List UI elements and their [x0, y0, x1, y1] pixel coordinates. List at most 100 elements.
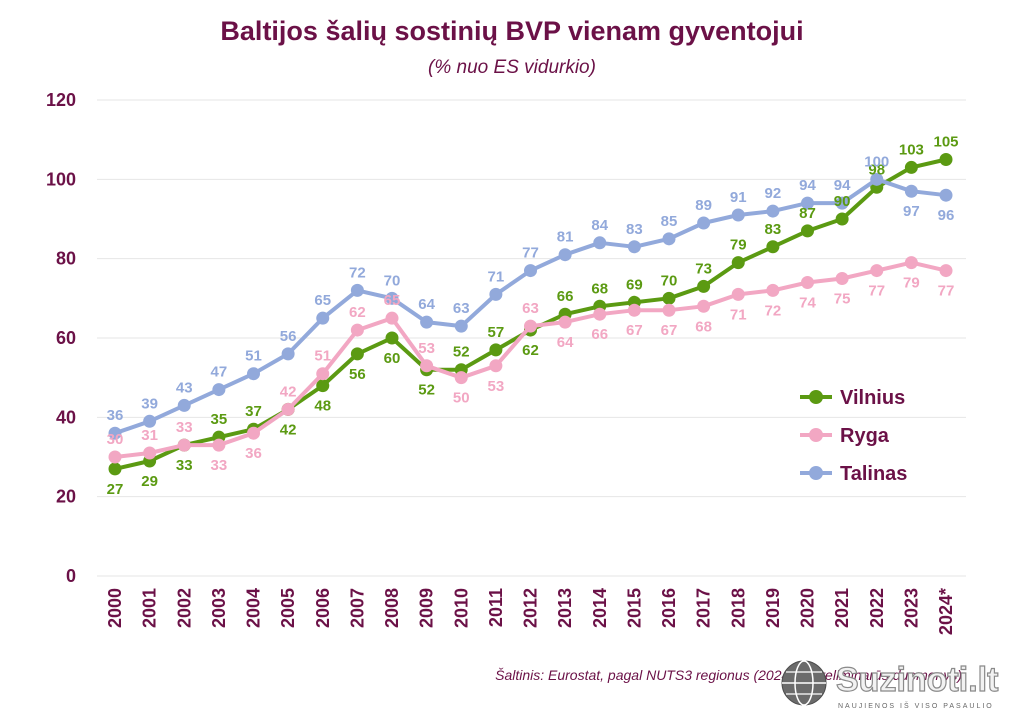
x-tick-label: 2010 [451, 588, 471, 628]
x-tick-label: 2011 [486, 588, 506, 627]
data-label-talinas: 70 [384, 272, 401, 289]
x-tick-label: 2024* [936, 588, 956, 635]
data-point-talinas [454, 319, 468, 333]
data-point-talinas [177, 398, 191, 412]
data-point-ryga [593, 307, 607, 321]
data-label-ryga: 36 [245, 445, 262, 462]
y-tick-label: 20 [56, 487, 76, 507]
legend-label-ryga: Ryga [840, 425, 890, 447]
data-label-talinas: 81 [557, 229, 574, 246]
data-label-talinas: 39 [141, 395, 158, 412]
data-label-ryga: 77 [868, 283, 885, 300]
data-point-vilnius [316, 379, 330, 393]
x-tick-label: 2021 [832, 588, 852, 628]
x-tick-label: 2013 [555, 588, 575, 628]
data-label-ryga: 53 [488, 378, 505, 395]
data-label-talinas: 51 [245, 348, 262, 365]
data-label-talinas: 94 [834, 177, 851, 194]
data-label-vilnius: 79 [730, 237, 747, 254]
data-label-ryga: 62 [349, 304, 366, 321]
data-label-vilnius: 68 [591, 280, 608, 297]
data-point-ryga [835, 272, 849, 285]
data-point-vilnius [385, 331, 399, 345]
data-label-vilnius: 56 [349, 366, 366, 383]
data-label-talinas: 100 [864, 153, 889, 170]
data-point-talinas [939, 188, 953, 202]
data-point-talinas [627, 240, 641, 254]
x-tick-label: 2009 [417, 588, 437, 628]
data-point-vilnius [766, 240, 780, 254]
x-tick-label: 2002 [174, 588, 194, 628]
x-tick-label: 2001 [140, 588, 160, 628]
data-label-ryga: 67 [626, 322, 643, 339]
data-point-talinas [385, 291, 399, 305]
data-point-talinas [731, 208, 745, 222]
data-point-talinas [108, 426, 122, 440]
data-point-ryga [489, 359, 503, 373]
x-tick-label: 2004 [244, 588, 264, 628]
data-label-vilnius: 73 [695, 260, 712, 277]
legend-marker-vilnius [809, 390, 823, 404]
data-label-vilnius: 29 [141, 473, 158, 490]
data-label-ryga: 74 [799, 294, 816, 311]
x-tick-label: 2003 [209, 588, 229, 628]
data-label-ryga: 42 [280, 383, 297, 400]
data-point-ryga [870, 264, 884, 278]
x-tick-label: 2014 [590, 588, 610, 628]
legend: Vilnius Ryga Talinas [800, 387, 907, 485]
data-point-vilnius [350, 347, 364, 361]
data-label-ryga: 71 [730, 306, 747, 323]
grid [97, 99, 966, 577]
data-label-vilnius: 83 [765, 221, 782, 238]
data-point-vilnius [801, 224, 814, 238]
x-axis: 2000 2001 2002 2003 2004 2005 2006 2007 2008 2009… [105, 588, 956, 635]
data-label-vilnius: 103 [899, 141, 924, 158]
data-point-talinas [420, 315, 434, 329]
data-label-ryga: 66 [591, 326, 608, 343]
watermark-text: Suzinoti.lt [836, 661, 998, 699]
legend-marker-ryga [809, 428, 823, 442]
watermark: Suzinoti.lt NAUJIENOS IŠ VISO PASAULIO [781, 660, 999, 710]
data-point-vilnius [904, 160, 918, 174]
data-label-talinas: 89 [695, 197, 712, 214]
chart-subtitle: (% nuo ES vidurkio) [428, 57, 596, 78]
data-label-vilnius: 57 [488, 324, 505, 341]
data-label-vilnius: 35 [211, 411, 228, 428]
data-point-ryga [524, 319, 537, 333]
data-point-talinas [558, 248, 572, 262]
data-point-talinas [489, 287, 503, 301]
data-label-ryga: 31 [141, 427, 158, 444]
x-tick-label: 2022 [867, 588, 887, 628]
data-point-talinas [143, 414, 157, 428]
data-point-talinas [697, 216, 711, 230]
data-label-vilnius: 52 [453, 344, 470, 361]
data-label-vilnius: 98 [868, 161, 885, 178]
data-label-talinas: 97 [903, 203, 920, 220]
data-label-ryga: 65 [384, 292, 401, 309]
legend-label-talinas: Talinas [840, 463, 907, 485]
data-point-talinas [316, 311, 330, 325]
data-label-ryga: 50 [453, 390, 470, 407]
data-point-talinas [835, 196, 849, 210]
data-label-vilnius: 37 [245, 403, 262, 420]
data-label-ryga: 51 [314, 348, 331, 365]
data-label-ryga: 67 [661, 322, 678, 339]
y-tick-label: 120 [46, 90, 76, 110]
data-label-ryga: 77 [938, 283, 955, 300]
data-label-ryga: 75 [834, 291, 851, 308]
data-point-talinas [212, 383, 226, 397]
chart-title: Baltijos šalių sostinių BVP vienam gyven… [220, 16, 803, 46]
data-label-talinas: 94 [799, 177, 816, 194]
data-point-ryga [247, 426, 260, 440]
data-label-ryga: 79 [903, 275, 920, 292]
data-point-ryga [108, 450, 122, 464]
data-label-talinas: 91 [730, 189, 747, 206]
data-point-talinas [801, 196, 814, 210]
globe-icon [781, 660, 827, 706]
x-tick-label: 2016 [659, 588, 679, 628]
data-point-vilnius [835, 212, 849, 226]
data-label-ryga: 33 [211, 457, 228, 474]
data-point-vilnius [939, 153, 953, 166]
data-point-ryga [281, 402, 295, 416]
